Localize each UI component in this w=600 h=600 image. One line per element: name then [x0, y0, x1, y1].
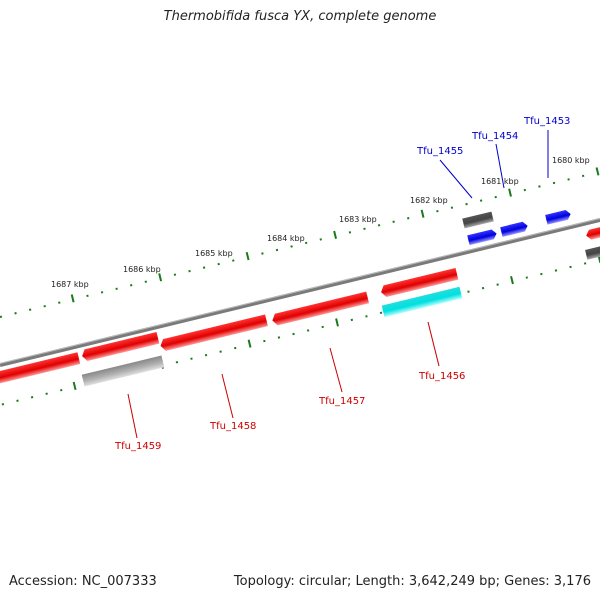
- scale-label-1687: 1687 kbp: [51, 280, 89, 289]
- gene-red-edge[interactable]: [585, 226, 600, 241]
- feature-dark-gray-edge[interactable]: [585, 246, 600, 260]
- map-title: Thermobifida fusca YX, complete genome: [163, 9, 437, 24]
- scale-label-1683: 1683 kbp: [339, 215, 377, 224]
- outer-tick-track: [0, 167, 600, 318]
- gene-tfu-1455[interactable]: [467, 229, 498, 246]
- scale-label-1686: 1686 kbp: [123, 265, 161, 274]
- gene-tfu-1453[interactable]: [545, 209, 572, 225]
- label-tfu-1459[interactable]: Tfu_1459: [114, 441, 161, 452]
- scale-label-1684: 1684 kbp: [267, 234, 305, 243]
- gene-tfu-1454[interactable]: [500, 221, 529, 237]
- callout-tfu-1459: [127, 393, 138, 439]
- label-tfu-1453[interactable]: Tfu_1453: [523, 116, 570, 127]
- scale-label-1685: 1685 kbp: [195, 249, 233, 258]
- label-tfu-1457[interactable]: Tfu_1457: [318, 396, 365, 407]
- label-tfu-1458[interactable]: Tfu_1458: [209, 421, 256, 432]
- callout-tfu-1455: [439, 159, 473, 199]
- genome-backbone-highlight: [0, 218, 600, 364]
- callout-tfu-1458: [221, 373, 234, 419]
- gene-red-left-edge[interactable]: [0, 352, 81, 384]
- genome-summary-text: Topology: circular; Length: 3,642,249 bp…: [233, 574, 591, 589]
- label-tfu-1454[interactable]: Tfu_1454: [471, 131, 518, 142]
- feature-dark-gray[interactable]: [462, 211, 494, 229]
- callout-tfu-1457: [329, 347, 343, 393]
- label-tfu-1456[interactable]: Tfu_1456: [418, 371, 465, 382]
- gene-tfu-1459[interactable]: [81, 331, 160, 362]
- scale-label-1681: 1681 kbp: [481, 177, 519, 186]
- genome-backbone: [0, 218, 600, 367]
- feature-cyan[interactable]: [381, 286, 463, 318]
- gene-tfu-1458[interactable]: [159, 314, 268, 351]
- callout-tfu-1456: [427, 321, 440, 367]
- gene-tfu-1456[interactable]: [380, 267, 459, 298]
- feature-light-gray[interactable]: [81, 355, 165, 387]
- scale-label-1680: 1680 kbp: [552, 156, 590, 165]
- gene-tfu-1457[interactable]: [271, 291, 370, 327]
- label-tfu-1455[interactable]: Tfu_1455: [416, 146, 463, 157]
- callout-tfu-1454: [495, 143, 505, 189]
- scale-label-1682: 1682 kbp: [410, 196, 448, 205]
- accession-text: Accession: NC_007333: [9, 574, 157, 589]
